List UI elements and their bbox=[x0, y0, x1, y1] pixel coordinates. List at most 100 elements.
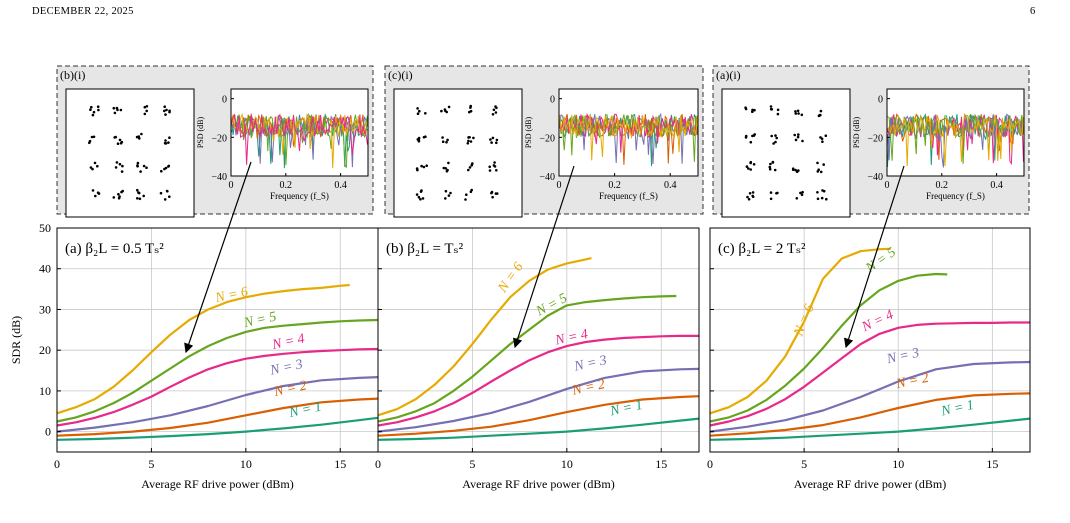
psd-x-axis-label: Frequency (f_S) bbox=[599, 191, 658, 201]
constellation-point bbox=[140, 132, 143, 136]
x-axis-label: Average RF drive power (dBm) bbox=[462, 477, 614, 491]
psd-trace bbox=[231, 112, 368, 169]
constellation-point bbox=[464, 198, 467, 201]
constellation-point bbox=[745, 165, 749, 168]
series-line-n1 bbox=[56, 416, 379, 441]
constellation-point bbox=[116, 142, 120, 145]
constellation-point bbox=[422, 135, 426, 139]
x-tick-label: 5 bbox=[469, 457, 475, 471]
constellation-point bbox=[769, 191, 773, 194]
series-line-n1 bbox=[377, 417, 700, 441]
constellation-point bbox=[469, 109, 473, 113]
constellation-point bbox=[441, 140, 445, 143]
constellation-point bbox=[90, 105, 93, 109]
constellation-point bbox=[418, 109, 421, 113]
constellation-point bbox=[488, 169, 492, 172]
y-tick-label: 10 bbox=[39, 384, 51, 398]
constellation-point bbox=[120, 140, 124, 144]
constellation-point bbox=[421, 197, 425, 200]
constellation-point bbox=[819, 170, 823, 174]
constellation-point bbox=[447, 194, 451, 197]
constellation-point bbox=[92, 135, 96, 139]
constellation-point bbox=[467, 139, 470, 143]
constellation-point bbox=[420, 164, 423, 168]
constellation-point bbox=[469, 140, 473, 143]
x-tick-label: 15 bbox=[334, 457, 346, 471]
constellation-point bbox=[163, 198, 167, 201]
y-tick-label: 30 bbox=[39, 302, 51, 316]
constellation-point bbox=[441, 136, 444, 139]
constellation-point bbox=[119, 108, 123, 112]
arrow-annotation bbox=[843, 165, 905, 349]
constellation-point bbox=[163, 167, 166, 171]
constellation-point bbox=[117, 192, 120, 196]
series-line-n2 bbox=[377, 395, 700, 437]
constellation-point bbox=[746, 195, 749, 199]
curve-label: N = 1 bbox=[608, 398, 644, 420]
constellation-point bbox=[422, 165, 426, 169]
constellation-point bbox=[494, 111, 498, 114]
psd-trace bbox=[559, 113, 698, 162]
constellation-point bbox=[143, 105, 147, 109]
series-line-n3 bbox=[56, 376, 379, 433]
x-tick-label: 5 bbox=[148, 457, 154, 471]
constellation-point bbox=[136, 188, 139, 192]
constellation-point bbox=[440, 109, 443, 113]
constellation-point bbox=[120, 170, 124, 173]
x-tick-label: 10 bbox=[561, 457, 573, 471]
x-tick-label: 0 bbox=[375, 457, 381, 471]
panel-label: (a) β₂L = 0.5 Tₛ² bbox=[65, 241, 164, 257]
constellation-point bbox=[471, 162, 474, 165]
psd-x-tick-label: 0 bbox=[557, 180, 562, 191]
constellation-point bbox=[168, 136, 171, 139]
psd-y-tick-label: −40 bbox=[211, 172, 227, 183]
constellation-point bbox=[443, 108, 447, 111]
curve-label: N = 6 bbox=[213, 285, 249, 307]
constellation-point bbox=[820, 196, 824, 200]
constellation-point bbox=[114, 166, 118, 169]
constellation-point bbox=[769, 105, 773, 108]
psd-x-tick-label: 0.4 bbox=[334, 180, 347, 191]
constellation-point bbox=[770, 108, 774, 111]
psd-y-axis-label: PSD (dB) bbox=[852, 116, 861, 148]
page-number: 6 bbox=[1030, 6, 1036, 17]
constellation-point bbox=[771, 160, 775, 164]
constellation-point bbox=[113, 111, 117, 115]
series-line-n3 bbox=[377, 367, 700, 433]
constellation-point bbox=[121, 189, 124, 193]
psd-x-tick-label: 0.2 bbox=[280, 180, 293, 191]
curve-label: N = 1 bbox=[287, 400, 323, 422]
constellation-point bbox=[490, 141, 493, 144]
constellation-point bbox=[818, 113, 821, 117]
constellation-point bbox=[776, 108, 780, 112]
chart-panel-1: N = 6 N = 5N = 4 N = 3N = 2N = 1 0 5 10 15 0 10 2… bbox=[9, 221, 379, 491]
constellation-point bbox=[490, 191, 493, 195]
constellation-point bbox=[772, 142, 775, 145]
constellation-point bbox=[493, 161, 496, 164]
chart-frame bbox=[377, 227, 700, 453]
constellation-point bbox=[774, 134, 777, 137]
constellation-point bbox=[751, 195, 755, 199]
constellation-point bbox=[795, 197, 799, 200]
psd-trace bbox=[559, 114, 698, 161]
constellation-point bbox=[791, 168, 795, 171]
constellation-point bbox=[118, 162, 122, 166]
constellation-point bbox=[143, 112, 147, 116]
series-line-n3 bbox=[709, 360, 1031, 433]
constellation-point bbox=[825, 197, 828, 201]
constellation-point bbox=[797, 112, 800, 115]
constellation-point bbox=[748, 192, 752, 195]
curve-label: N = 2 bbox=[272, 378, 308, 400]
psd-trace bbox=[559, 113, 698, 167]
series-line-n6 bbox=[56, 283, 350, 415]
series-line-n1 bbox=[709, 417, 1031, 441]
constellation-point bbox=[492, 164, 496, 167]
constellation-point bbox=[445, 169, 449, 173]
constellation-point bbox=[469, 106, 472, 109]
constellation-point bbox=[168, 110, 171, 114]
panel-label: (b) β₂L = Tₛ² bbox=[386, 241, 464, 257]
constellation-point bbox=[794, 138, 798, 142]
constellation-point bbox=[164, 139, 167, 142]
constellation-point bbox=[136, 165, 139, 168]
